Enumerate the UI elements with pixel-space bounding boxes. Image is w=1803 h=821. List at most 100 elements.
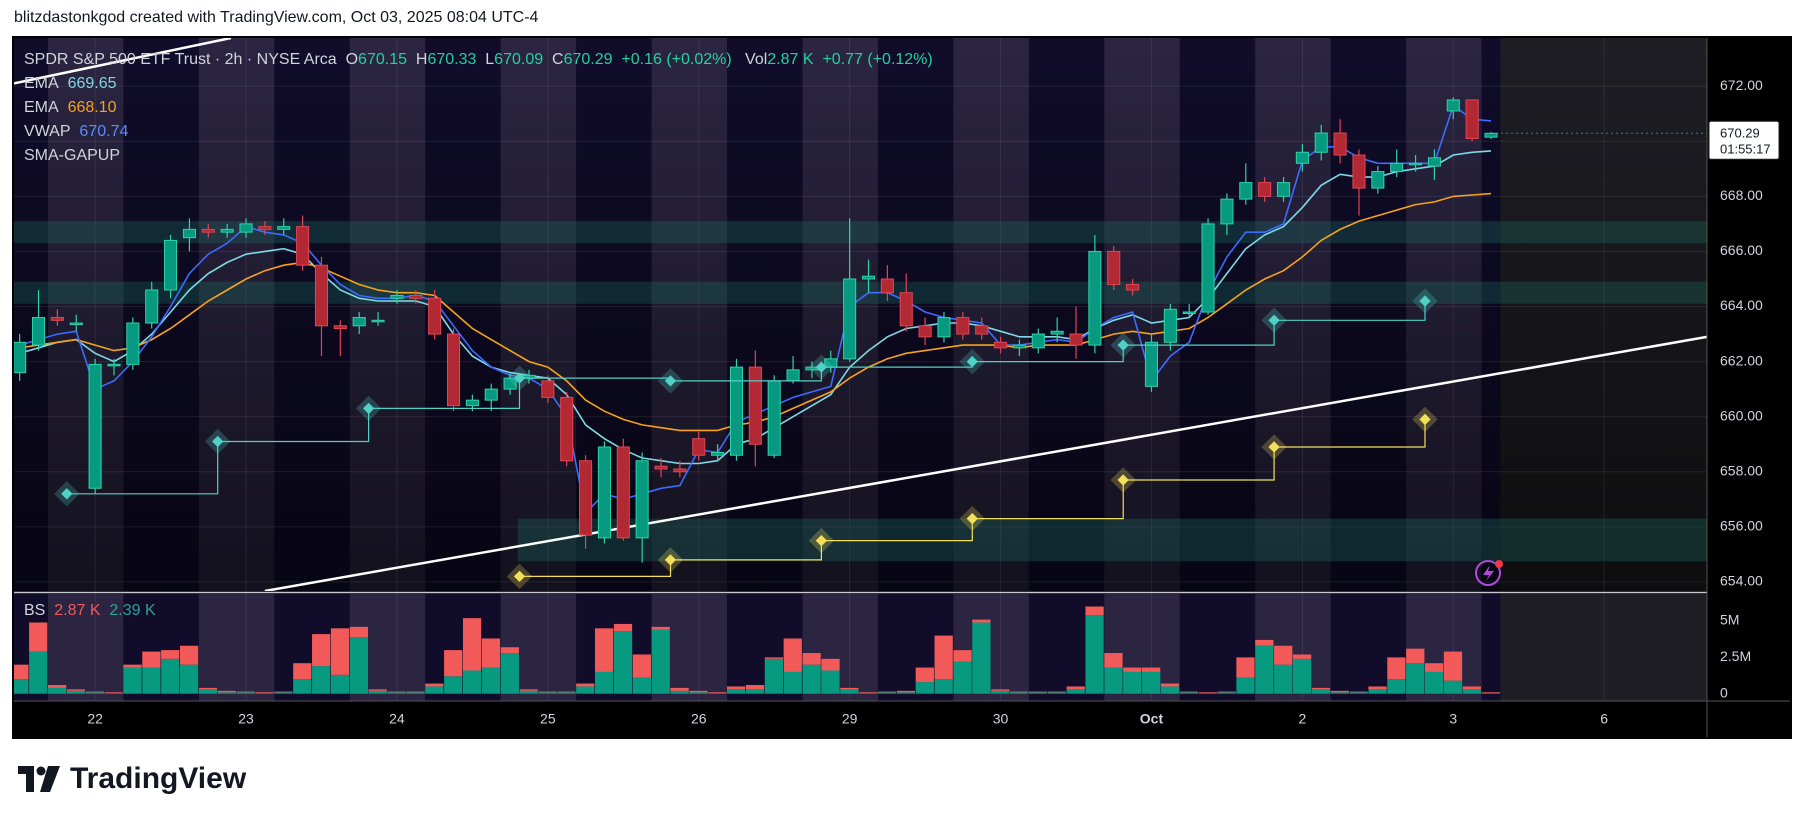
candle-body (673, 468, 687, 473)
buy-volume-bar (538, 692, 557, 694)
candle-body (465, 399, 479, 407)
buy-volume-bar (481, 667, 501, 694)
y-tick-label: 664.00 (1720, 297, 1763, 313)
candle-body (220, 228, 234, 233)
sell-volume-bar (217, 690, 236, 693)
candle-body (1182, 311, 1196, 315)
buy-volume-bar (1274, 664, 1293, 694)
l-value: 670.09 (494, 51, 544, 68)
buy-volume-bar (1028, 692, 1048, 694)
gap-diamond (966, 512, 978, 525)
candle-body (1314, 132, 1328, 153)
sell-volume-bar (1274, 645, 1293, 665)
sell-volume-bar (1481, 692, 1500, 694)
candle-body (899, 292, 913, 327)
sell-volume-bar (1311, 687, 1331, 690)
sell-volume-bar (1047, 691, 1066, 693)
buy-volume-bar (519, 690, 538, 694)
volume-tick-label: 0 (1720, 684, 1728, 700)
sell-volume-bar (1443, 651, 1463, 681)
sell-volume-bar (670, 687, 689, 691)
buy-volume-bar (764, 658, 784, 694)
buy-volume-bar (1142, 671, 1161, 694)
buy-volume-bar (444, 676, 463, 694)
buy-volume-bar (1462, 689, 1481, 694)
gap-diamond (362, 402, 375, 415)
sell-volume-bar (1236, 657, 1255, 678)
alert-icon[interactable] (1475, 560, 1501, 586)
candle-body (692, 438, 706, 456)
buy-volume-bar (14, 679, 29, 694)
buy-volume-bar (66, 690, 86, 694)
gap-diamond (966, 355, 978, 368)
buy-volume-bar (161, 658, 180, 694)
series-name: EMA (24, 99, 59, 116)
sell-volume-bar (1009, 691, 1029, 693)
candle-body (1258, 182, 1272, 197)
sell-volume-bar (1462, 686, 1481, 690)
buy-volume-bar (934, 679, 953, 694)
x-tick-label: 3 (1449, 711, 1457, 727)
sell-volume-bar (632, 654, 651, 678)
buy-volume-bar (425, 686, 444, 694)
sell-volume-bar (1387, 657, 1406, 680)
buy-volume-bar (613, 631, 633, 694)
alert-dot (1495, 560, 1503, 568)
zone (14, 281, 1707, 304)
sell-volume-bar (1349, 691, 1368, 693)
candle-body (1239, 182, 1253, 200)
sell-volume-bar (1406, 648, 1425, 664)
gap-diamond (1419, 413, 1431, 426)
buy-volume-bar (557, 692, 576, 694)
x-tick-label: 30 (993, 711, 1009, 727)
countdown-label: 01:55:17 (1720, 142, 1771, 157)
brand-name: TradingView (70, 762, 247, 795)
candle-body (748, 366, 762, 445)
candle-body (1050, 330, 1064, 335)
sell-volume-bar (1255, 639, 1274, 646)
gap-diamond (664, 554, 677, 566)
gap-diamond (664, 375, 677, 387)
candle-body (541, 380, 555, 398)
candle-body (1352, 154, 1366, 189)
sell-volume-bar (1330, 690, 1349, 693)
sell-volume-bar (764, 657, 784, 659)
buy-volume-bar (840, 689, 859, 694)
buy-volume-bar (1047, 692, 1066, 694)
y-tick-label: 660.00 (1720, 407, 1763, 423)
y-tick-label: 658.00 (1720, 462, 1763, 478)
sell-volume-bar (783, 638, 802, 672)
sell-volume-bar (368, 689, 387, 691)
sell-volume-bar (1123, 667, 1142, 672)
gap-diamond (1117, 474, 1129, 486)
sell-volume-bar (425, 683, 444, 687)
sell-volume-bar (991, 689, 1010, 691)
candle-body (1409, 162, 1423, 166)
buy-volume-bar (576, 686, 595, 694)
candle-body (1427, 157, 1441, 167)
buy-volume-bar (198, 689, 218, 694)
series-name: EMA (24, 75, 59, 92)
sell-volume-bar (877, 691, 897, 693)
candle-body (1163, 308, 1177, 343)
buy-volume-bar (47, 687, 67, 694)
candle-body (597, 446, 611, 539)
series-value: 670.74 (79, 123, 129, 140)
sell-volume-bar (1217, 691, 1236, 693)
x-tick-label: 6 (1600, 711, 1608, 727)
candle-body (201, 228, 215, 233)
y-tick-label: 668.00 (1720, 187, 1763, 203)
legend: SPDR S&P 500 ETF Trust · 2h · NYSE Arca … (24, 48, 933, 168)
sell-volume-bar (576, 683, 595, 687)
candle-body (975, 325, 989, 335)
candle-body (182, 228, 196, 239)
buy-volume-bar (651, 629, 670, 694)
sell-volume-bar (47, 685, 67, 688)
buy-volume-bar (1217, 692, 1236, 694)
sell-volume-bar (802, 653, 821, 665)
candle-body (767, 380, 781, 456)
indicator-name: SMA-GAPUP (24, 147, 121, 164)
candle-body (1201, 223, 1215, 313)
sell-volume-bar (594, 628, 614, 672)
h-value: 670.33 (427, 51, 477, 68)
